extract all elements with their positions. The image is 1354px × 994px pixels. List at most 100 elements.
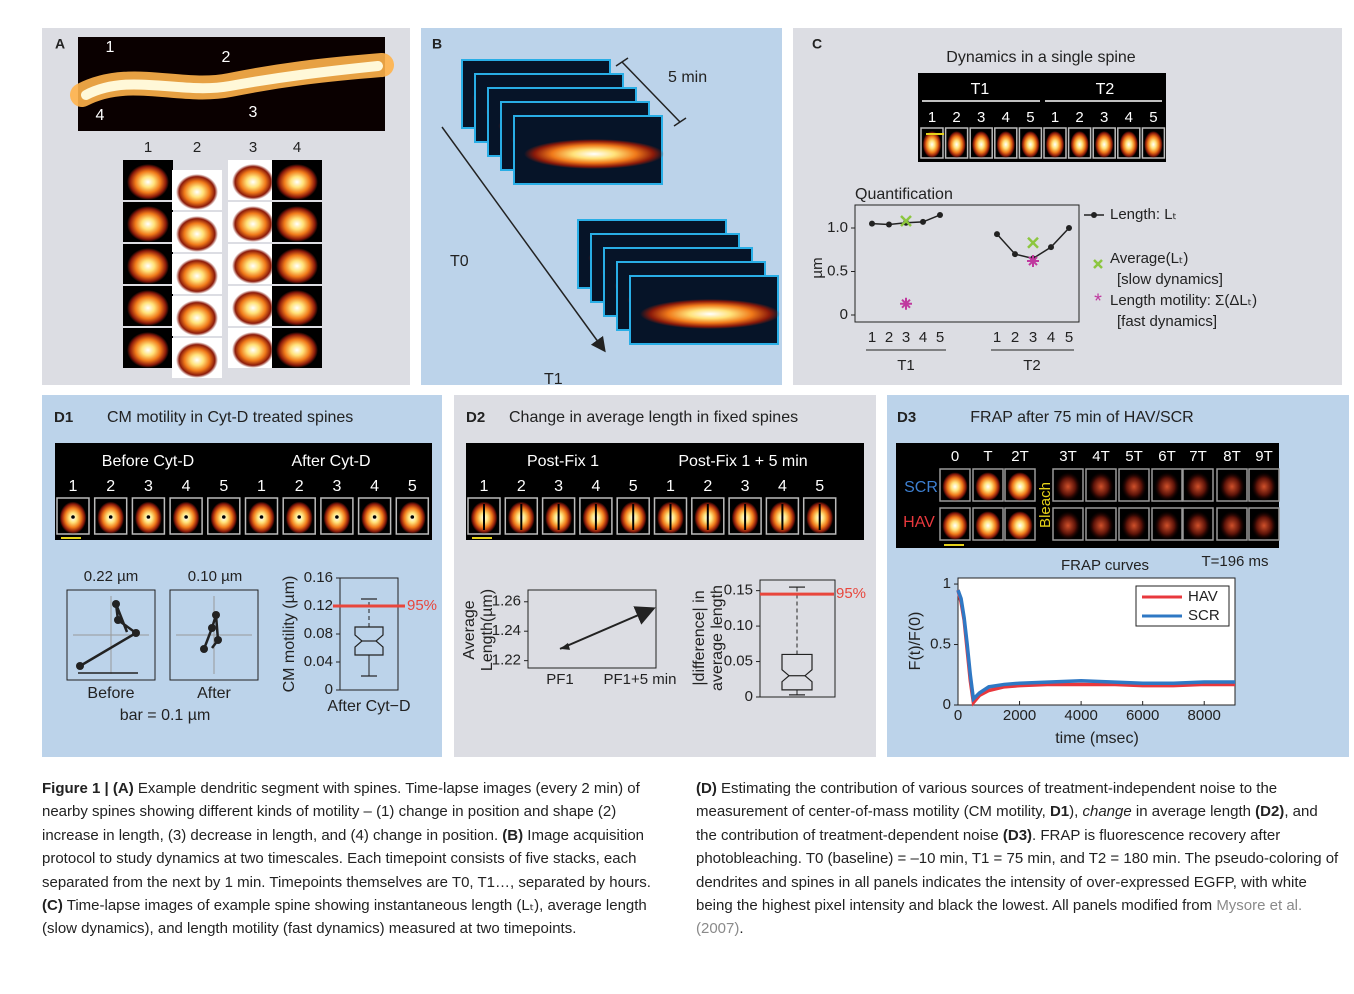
- frame-label: 2: [106, 478, 115, 495]
- x-tick-label: 2000: [1003, 707, 1036, 724]
- x-label: After Cyt−D: [327, 698, 410, 715]
- image-signal: [947, 131, 965, 158]
- image-signal: [176, 258, 218, 294]
- y-tick-label: 0.10: [724, 617, 753, 634]
- trajectory-point: [212, 611, 220, 619]
- caption-run: D1: [1050, 803, 1069, 820]
- y-label: µm: [809, 257, 826, 278]
- center-of-mass: [373, 515, 377, 519]
- interval-label: 5 min: [668, 69, 707, 86]
- frame-label: 9T: [1255, 448, 1273, 465]
- image-signal: [1185, 511, 1210, 540]
- point: [937, 212, 943, 218]
- row-label: HAV: [903, 514, 935, 531]
- spine-label: 4: [96, 107, 105, 124]
- x-tick-label: 3: [1029, 329, 1037, 346]
- frame-label: 3T: [1059, 448, 1077, 465]
- image-signal: [127, 164, 169, 200]
- frame-label: 7T: [1189, 448, 1207, 465]
- chart-title: FRAP curves: [1061, 557, 1149, 574]
- image-signal: [1095, 131, 1113, 158]
- image-signal: [1121, 472, 1146, 501]
- x-tick-label: 4000: [1064, 707, 1097, 724]
- x-tick-label: 8000: [1188, 707, 1221, 724]
- point: [994, 231, 1000, 237]
- x-tick-label: PF1: [546, 671, 574, 688]
- image-signal: [1154, 472, 1179, 501]
- frame-label: 3: [741, 478, 750, 495]
- group-label: Post-Fix 1 + 5 min: [678, 453, 807, 470]
- image-signal: [1120, 131, 1138, 158]
- legend-swatch: [1091, 212, 1097, 218]
- image-signal: [232, 206, 274, 242]
- trajectory-point: [208, 624, 216, 632]
- image-signal: [176, 174, 218, 210]
- frame-label: 1: [928, 109, 936, 126]
- image-signal: [1007, 472, 1032, 501]
- timepoint-label: T1: [544, 371, 563, 388]
- image-signal: [276, 332, 318, 368]
- center-of-mass: [411, 515, 415, 519]
- panel-title: Dynamics in a single spine: [946, 49, 1136, 66]
- image-signal: [972, 131, 990, 158]
- y-tick-label: 0: [840, 306, 848, 323]
- legend-note: [fast dynamics]: [1117, 313, 1217, 330]
- x-tick-label: 6000: [1126, 707, 1159, 724]
- frame-label: 1: [666, 478, 675, 495]
- frame-label: 3: [1100, 109, 1108, 126]
- caption-run: (C): [42, 897, 63, 914]
- column-label: 1: [144, 139, 152, 156]
- image-signal: [1219, 472, 1244, 501]
- image-signal: [276, 206, 318, 242]
- group-label: T2: [1023, 357, 1041, 374]
- frame-label: 4: [370, 478, 379, 495]
- y-label: Average: [461, 600, 478, 659]
- frame-label: 2: [703, 478, 712, 495]
- trajectory-size: 0.22 µm: [84, 568, 139, 585]
- group-label: Post-Fix 1: [527, 453, 599, 470]
- panel-label: D1: [54, 409, 73, 426]
- group-label: T2: [1096, 81, 1115, 98]
- frame-label: 4: [182, 478, 191, 495]
- legend-swatch: *: [1094, 290, 1102, 312]
- y-label: average length: [709, 585, 726, 691]
- timepoint-label: T0: [450, 253, 469, 270]
- image-signal: [1251, 511, 1276, 540]
- image-signal: [1070, 131, 1088, 158]
- center-of-mass: [297, 515, 301, 519]
- y-tick-label: 0.05: [724, 653, 753, 670]
- x-tick-label: 5: [1065, 329, 1073, 346]
- frame-label: 2: [295, 478, 304, 495]
- frame-label: 5: [1026, 109, 1034, 126]
- caption-run: (D2): [1255, 803, 1284, 820]
- frame-label: 2: [517, 478, 526, 495]
- image-signal: [276, 248, 318, 284]
- panel-label: B: [432, 36, 442, 52]
- trajectory-size: 0.10 µm: [188, 568, 243, 585]
- y-tick-label: 0.5: [930, 635, 951, 652]
- image-signal: [1046, 131, 1064, 158]
- panel-label: D3: [897, 409, 916, 426]
- frame-label: 4T: [1092, 448, 1110, 465]
- y-tick-label: 0.08: [304, 625, 333, 642]
- frame-label: 1: [480, 478, 489, 495]
- x-tick-label: 5: [936, 329, 944, 346]
- y-tick-label: 0.12: [304, 597, 333, 614]
- trajectory-label: After: [197, 685, 231, 702]
- legend-label: Length motility: Σ(ΔLₜ): [1110, 292, 1257, 309]
- frame-label: T: [983, 448, 992, 465]
- caption-run: (D): [696, 780, 717, 797]
- frame-label: 5T: [1125, 448, 1143, 465]
- image-signal: [1185, 472, 1210, 501]
- center-of-mass: [335, 515, 339, 519]
- frame-label: 5: [219, 478, 228, 495]
- center-of-mass: [222, 515, 226, 519]
- image-signal: [1055, 511, 1080, 540]
- stack-signal: [524, 139, 664, 169]
- image-signal: [975, 511, 1000, 540]
- frame-label: 4: [591, 478, 600, 495]
- page: { "panels": { "A": {"label": "A", "spine…: [0, 0, 1354, 994]
- spine-label: 3: [249, 104, 258, 121]
- image-signal: [232, 290, 274, 326]
- trajectory-point: [200, 645, 208, 653]
